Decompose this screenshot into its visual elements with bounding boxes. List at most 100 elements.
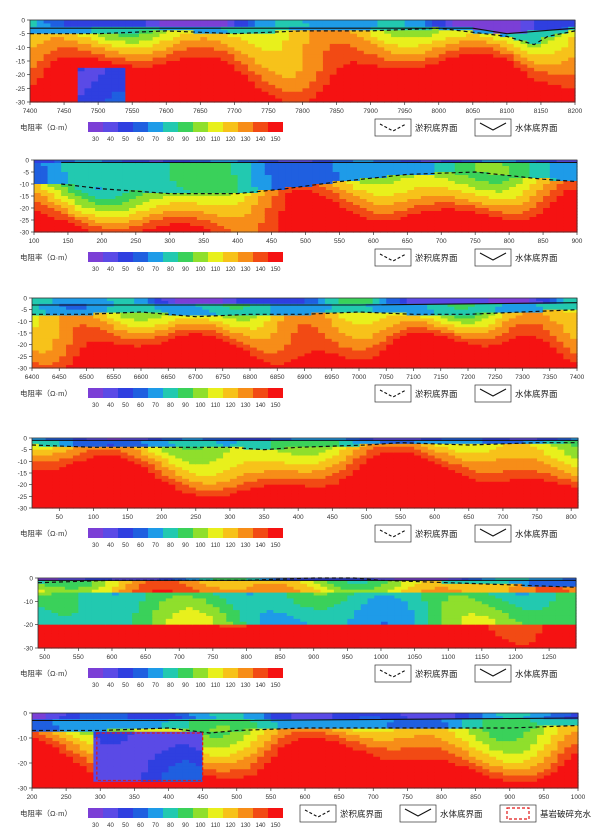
colorbar-tick-label: 50 — [122, 137, 129, 143]
heatmap-cell — [290, 359, 299, 363]
heatmap-cell — [125, 40, 133, 45]
heatmap-cell — [261, 71, 270, 76]
heatmap-cell — [52, 327, 60, 331]
heatmap-cell — [359, 202, 368, 206]
heatmap-cell — [168, 300, 176, 305]
heatmap-cell — [350, 84, 358, 89]
heatmap-cell — [122, 178, 130, 182]
heatmap-cell — [515, 190, 524, 194]
heatmap-cell — [459, 84, 467, 89]
heatmap-cell — [74, 178, 83, 182]
heatmap-cell — [295, 67, 304, 72]
heatmap-cell — [250, 356, 258, 360]
heatmap-cell — [270, 365, 278, 369]
heatmap-cell — [302, 26, 310, 31]
heatmap-cell — [486, 81, 494, 86]
heatmap-cell — [312, 226, 320, 230]
heatmap-cell — [188, 298, 197, 302]
heatmap-cell — [52, 298, 60, 302]
heatmap-cell — [86, 335, 94, 340]
heatmap-cell — [224, 229, 232, 233]
heatmap-cell — [445, 20, 453, 25]
heatmap-cell — [407, 196, 415, 200]
heatmap-cell — [350, 74, 358, 79]
heatmap-cell — [125, 54, 133, 59]
heatmap-cell — [190, 181, 198, 185]
heatmap-cell — [554, 26, 562, 31]
heatmap-cell — [181, 353, 190, 357]
heatmap-cell — [459, 64, 467, 69]
heatmap-cell — [30, 37, 38, 42]
heatmap-cell — [448, 202, 456, 206]
heatmap-cell — [243, 341, 251, 346]
heatmap-cell — [237, 211, 246, 215]
heatmap-cell — [495, 226, 503, 230]
heatmap-cell — [168, 338, 176, 343]
heatmap-cell — [181, 315, 190, 320]
heatmap-cell — [322, 95, 331, 100]
heatmap-cell — [343, 23, 351, 28]
colorbar-tick-label: 110 — [211, 267, 221, 273]
heatmap-cell — [263, 318, 272, 322]
heatmap-cell — [568, 61, 576, 66]
heatmap-cell — [159, 43, 167, 48]
heatmap-cell — [339, 217, 347, 221]
heatmap-cell — [515, 229, 524, 233]
heatmap-cell — [400, 205, 408, 209]
heatmap-cell — [193, 91, 201, 96]
heatmap-cell — [363, 33, 372, 38]
heatmap-cell — [115, 217, 123, 221]
heatmap-cell — [74, 220, 83, 224]
heatmap-cell — [513, 61, 522, 66]
heatmap-cell — [234, 57, 242, 62]
heatmap-cell — [513, 47, 522, 52]
heatmap-cell — [540, 74, 549, 79]
heatmap-cell — [493, 64, 501, 69]
heatmap-cell — [47, 184, 55, 188]
heatmap-cell — [420, 163, 429, 167]
heatmap-cell — [159, 88, 167, 93]
heatmap-cell — [332, 211, 341, 215]
heatmap-cell — [213, 95, 222, 100]
heatmap-cell — [397, 43, 406, 48]
heatmap-cell — [217, 214, 225, 218]
colorbar-tick-label: 120 — [225, 267, 236, 273]
heatmap-cell — [57, 33, 65, 38]
heatmap-cell — [359, 193, 368, 197]
heatmap-cell — [127, 347, 135, 352]
heatmap-cell — [81, 187, 89, 191]
heatmap-cell — [227, 91, 235, 96]
heatmap-cell — [527, 88, 535, 93]
heatmap-cell — [427, 181, 436, 185]
heatmap-cell — [288, 20, 297, 25]
heatmap-cell — [522, 208, 531, 212]
heatmap-cell — [251, 217, 259, 221]
heatmap-cell — [213, 57, 222, 62]
heatmap-cell — [230, 211, 239, 215]
heatmap-cell — [312, 199, 320, 203]
heatmap-cell — [434, 199, 442, 203]
heatmap-cell — [34, 196, 42, 200]
heatmap-cell — [295, 20, 304, 25]
heatmap-cell — [156, 190, 164, 194]
heatmap-cell — [502, 172, 510, 176]
heatmap-cell — [438, 67, 447, 72]
heatmap-cell — [176, 211, 184, 215]
heatmap-cell — [377, 43, 385, 48]
x-tick-label: 7400 — [23, 108, 38, 115]
heatmap-cell — [500, 98, 508, 103]
heatmap-cell — [502, 190, 510, 194]
x-tick-label: 650 — [402, 238, 413, 245]
heatmap-cell — [298, 214, 307, 218]
heatmap-cell — [346, 172, 354, 176]
heatmap-cell — [220, 47, 229, 52]
heatmap-cell — [147, 350, 156, 355]
heatmap-cell — [169, 199, 178, 203]
heatmap-cell — [241, 67, 249, 72]
heatmap-cell — [149, 196, 157, 200]
heatmap-cell — [434, 211, 442, 215]
heatmap-cell — [336, 78, 344, 83]
heatmap-cell — [141, 362, 149, 366]
heatmap-cell — [257, 184, 266, 188]
x-tick-label: 8150 — [534, 108, 549, 115]
